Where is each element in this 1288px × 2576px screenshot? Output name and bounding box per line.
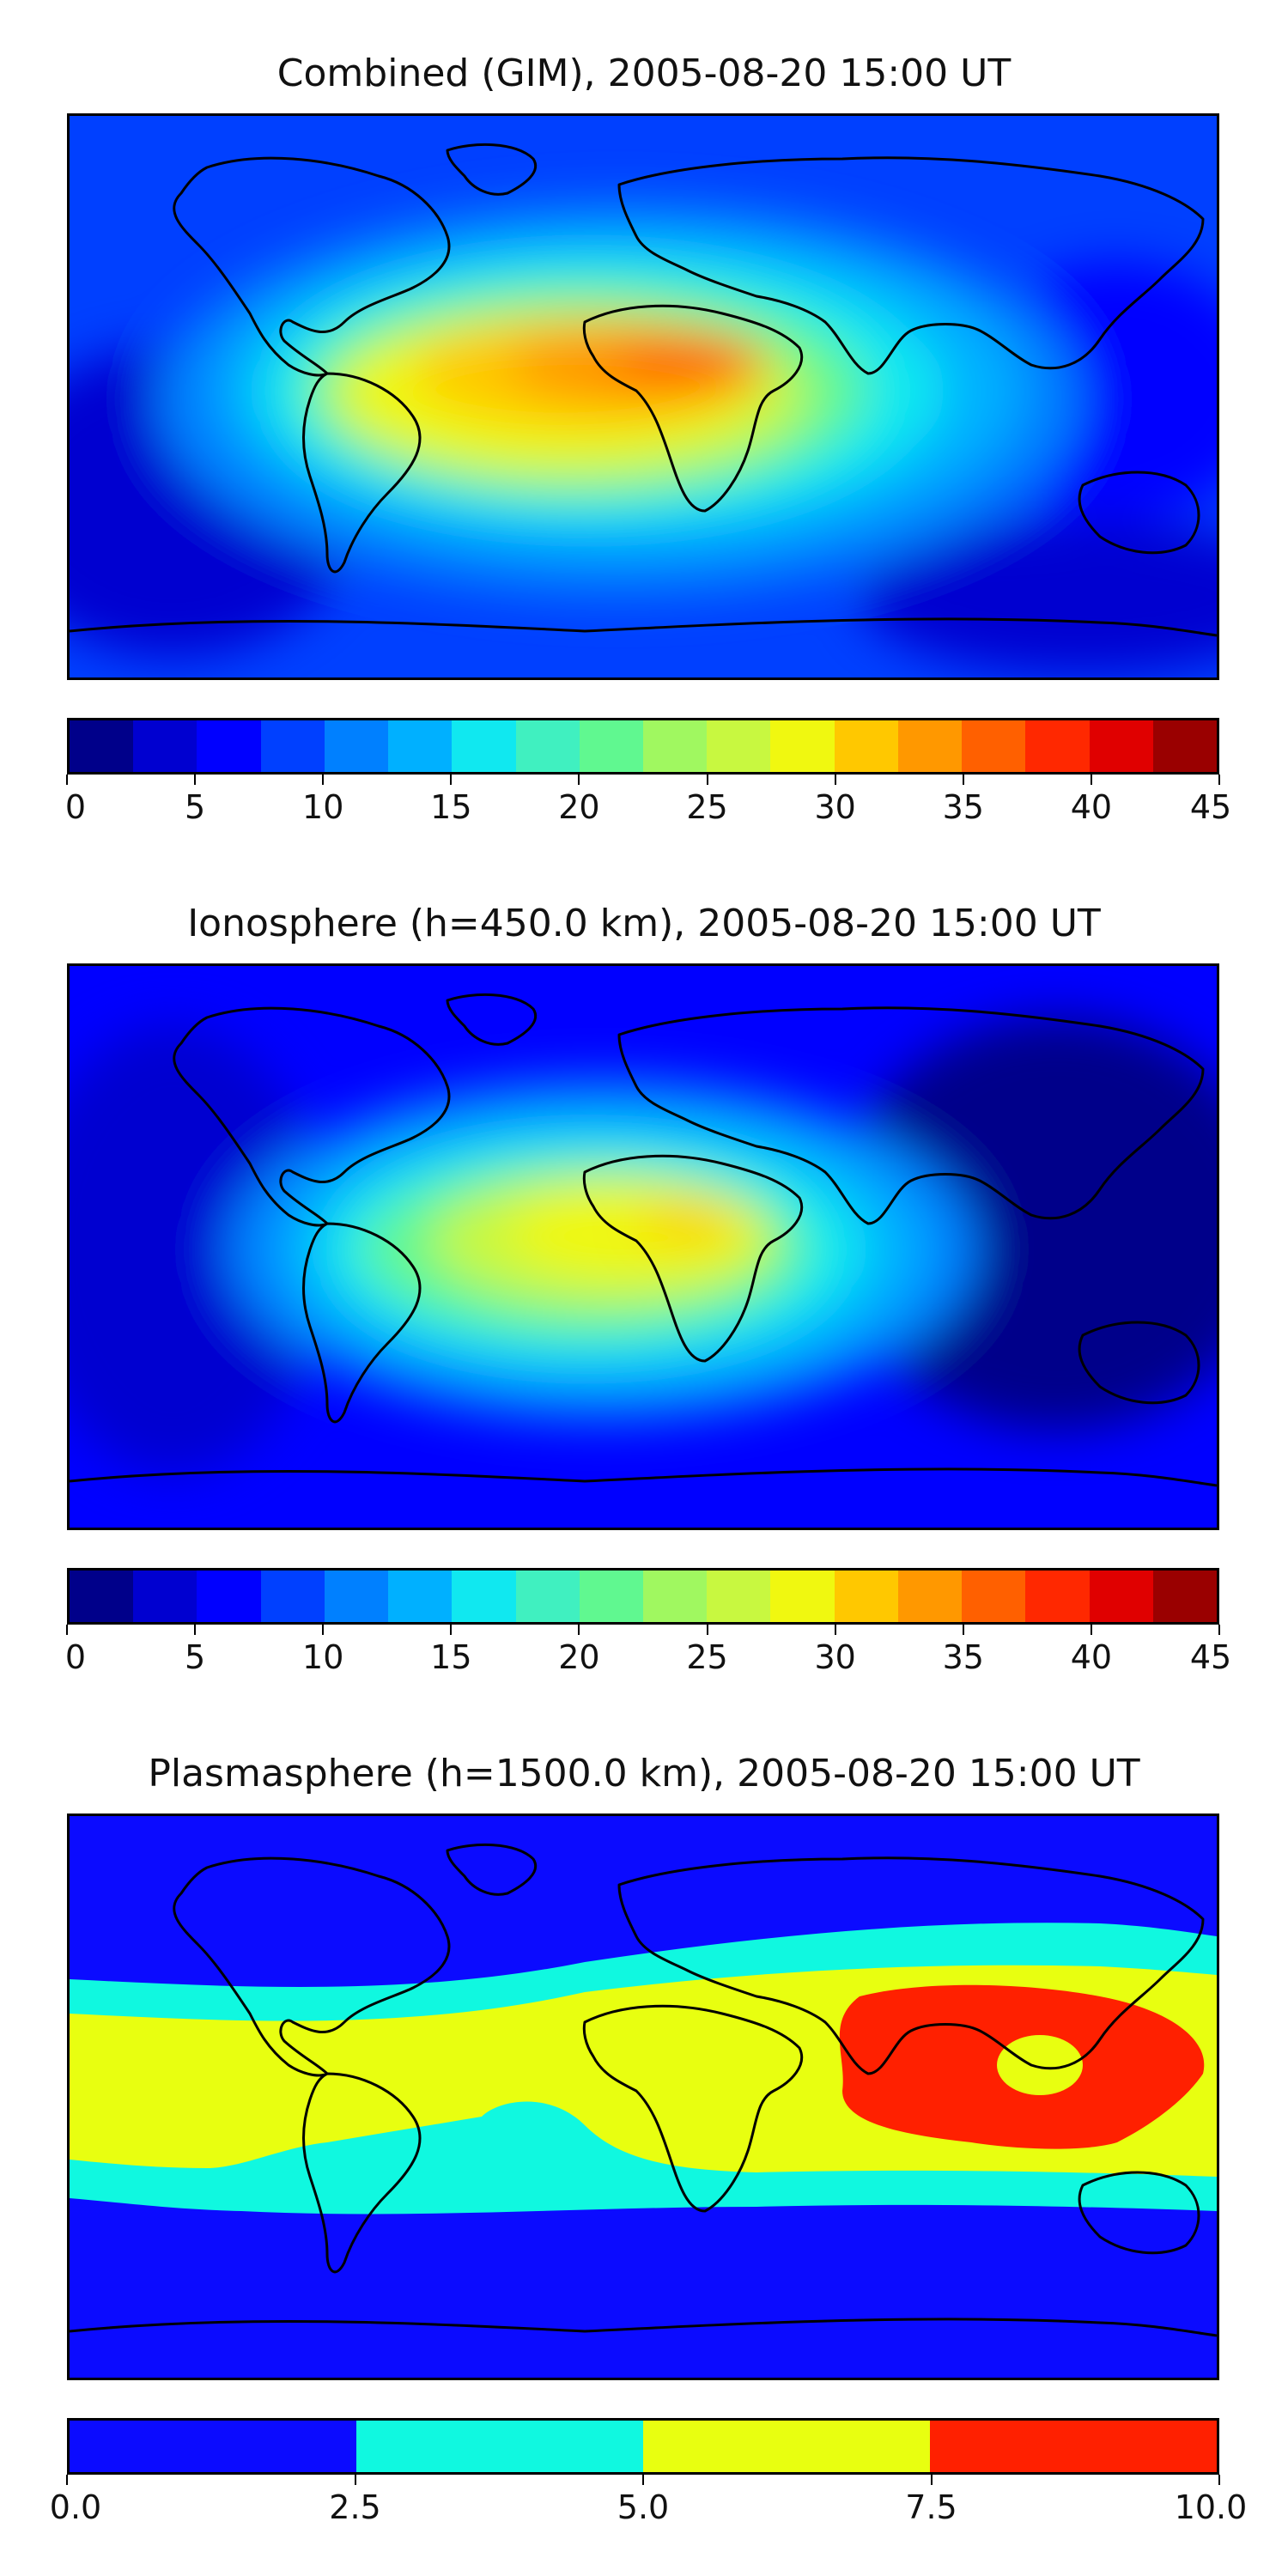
colorbar-tick <box>322 775 325 785</box>
field-low-west <box>70 1026 327 1473</box>
colorbar-tick <box>354 2475 356 2485</box>
colorbar-tick-label: 15 <box>430 1638 472 1676</box>
colorbar-tick <box>1090 775 1092 785</box>
colorbar-tick <box>66 2475 68 2485</box>
field-low-south <box>860 519 1217 674</box>
field-peak <box>611 337 765 385</box>
colorbar-tick <box>834 775 836 785</box>
colorbar-tick-label: 40 <box>1070 1638 1113 1676</box>
colorbar-tick <box>450 775 453 785</box>
colorbar-tick-label: 30 <box>814 788 856 826</box>
colorbar-tick <box>930 2475 933 2485</box>
colorbar-tick-label: 10 <box>302 788 344 826</box>
colorbar-tick <box>66 1625 68 1635</box>
colorbar-tick-label: 25 <box>686 788 728 826</box>
colorbar-tick-label: 25 <box>686 1638 728 1676</box>
colorbar-tick-label: 7.5 <box>905 2488 957 2526</box>
colorbar-tick-label: 5 <box>185 1638 206 1676</box>
colorbar-tick-label: 0 <box>64 788 87 826</box>
colorbar-tick-label: 15 <box>430 788 472 826</box>
colorbar-tick <box>962 775 964 785</box>
colorbar-tick-label: 20 <box>558 788 600 826</box>
colorbar-tick-label: 30 <box>814 1638 856 1676</box>
colorbar-plasmasphere <box>67 2418 1219 2475</box>
colorbar-tick <box>1090 1625 1092 1635</box>
map-combined <box>67 113 1219 680</box>
field-hole <box>997 2035 1083 2095</box>
colorbar-tick <box>706 1625 708 1635</box>
colorbar-combined <box>67 718 1219 775</box>
colorbar-tick-label: 20 <box>558 1638 600 1676</box>
colorbar-tick-label: 10 <box>302 1638 344 1676</box>
coastlines <box>70 143 1217 637</box>
colorbar-tick <box>450 1625 453 1635</box>
coastlines <box>70 1844 1217 2337</box>
colorbar-tick <box>194 1625 197 1635</box>
colorbar-tick-label: 5.0 <box>617 2488 670 2526</box>
chart-title-plasmasphere: Plasmasphere (h=1500.0 km), 2005-08-20 1… <box>148 1752 1140 1795</box>
colorbar-tick <box>578 1625 580 1635</box>
colorbar-tick-label: 45 <box>1189 788 1232 826</box>
colorbar-tick-label: 2.5 <box>329 2488 381 2526</box>
colorbar-tick <box>1218 2475 1220 2485</box>
colorbar-tick <box>706 775 708 785</box>
colorbar-tick <box>1218 775 1220 785</box>
colorbar-tick <box>1218 1625 1220 1635</box>
colorbar-tick <box>834 1625 836 1635</box>
coastlines <box>70 993 1217 1487</box>
colorbar-tick <box>578 775 580 785</box>
colorbar-tick-label: 0 <box>64 1638 87 1676</box>
field-peak <box>636 1206 739 1241</box>
chart-title-combined: Combined (GIM), 2005-08-20 15:00 UT <box>276 52 1012 95</box>
colorbar-tick <box>66 775 68 785</box>
map-ionosphere <box>67 963 1219 1530</box>
colorbar-tick-label: 0.0 <box>49 2488 102 2526</box>
colorbar-tick <box>322 1625 325 1635</box>
chart-title-ionosphere: Ionosphere (h=450.0 km), 2005-08-20 15:0… <box>187 902 1101 945</box>
colorbar-tick <box>642 2475 644 2485</box>
colorbar-tick <box>194 775 197 785</box>
colorbar-tick-label: 45 <box>1189 1638 1232 1676</box>
colorbar-tick-label: 35 <box>942 788 984 826</box>
colorbar-tick-label: 40 <box>1070 788 1113 826</box>
map-plasmasphere <box>67 1814 1219 2380</box>
colorbar-tick <box>962 1625 964 1635</box>
colorbar-tick-label: 10.0 <box>1174 2488 1248 2526</box>
colorbar-tick-label: 35 <box>942 1638 984 1676</box>
colorbar-ionosphere <box>67 1568 1219 1625</box>
colorbar-tick-label: 5 <box>185 788 206 826</box>
